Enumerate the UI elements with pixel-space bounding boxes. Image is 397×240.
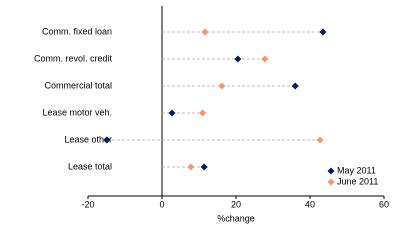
x-tick-label: -20 (81, 199, 94, 209)
dot (103, 136, 111, 144)
dot (327, 178, 335, 186)
dot (200, 163, 208, 171)
dot (291, 82, 299, 90)
y-tick-label: Lease other (64, 134, 112, 144)
x-axis-label: %change (217, 213, 255, 223)
dot (218, 82, 226, 90)
y-tick-label: Lease motor veh. (42, 107, 112, 117)
legend-label: June 2011 (337, 176, 378, 186)
x-tick-label: 40 (305, 199, 315, 209)
y-tick-label: Comm. revol. credit (34, 53, 113, 63)
y-tick-label: Comm. fixed loan (42, 26, 112, 36)
dot (201, 28, 209, 36)
x-tick-label: 20 (231, 199, 241, 209)
dot (168, 109, 176, 117)
x-tick-label: 60 (379, 199, 389, 209)
x-tick-label: 0 (159, 199, 164, 209)
chart: -20 0 20 40 60 %change Comm. fixed loan Comm. r… (34, 6, 389, 223)
dot (319, 28, 327, 36)
dot (199, 109, 207, 117)
dot (234, 55, 242, 63)
dot (327, 167, 335, 175)
y-tick-label: Commercial total (44, 80, 112, 90)
y-tick-label: Lease total (68, 161, 112, 171)
dot (261, 55, 269, 63)
legend-label: May 2011 (337, 165, 376, 175)
dot (187, 163, 195, 171)
dot (316, 136, 324, 144)
